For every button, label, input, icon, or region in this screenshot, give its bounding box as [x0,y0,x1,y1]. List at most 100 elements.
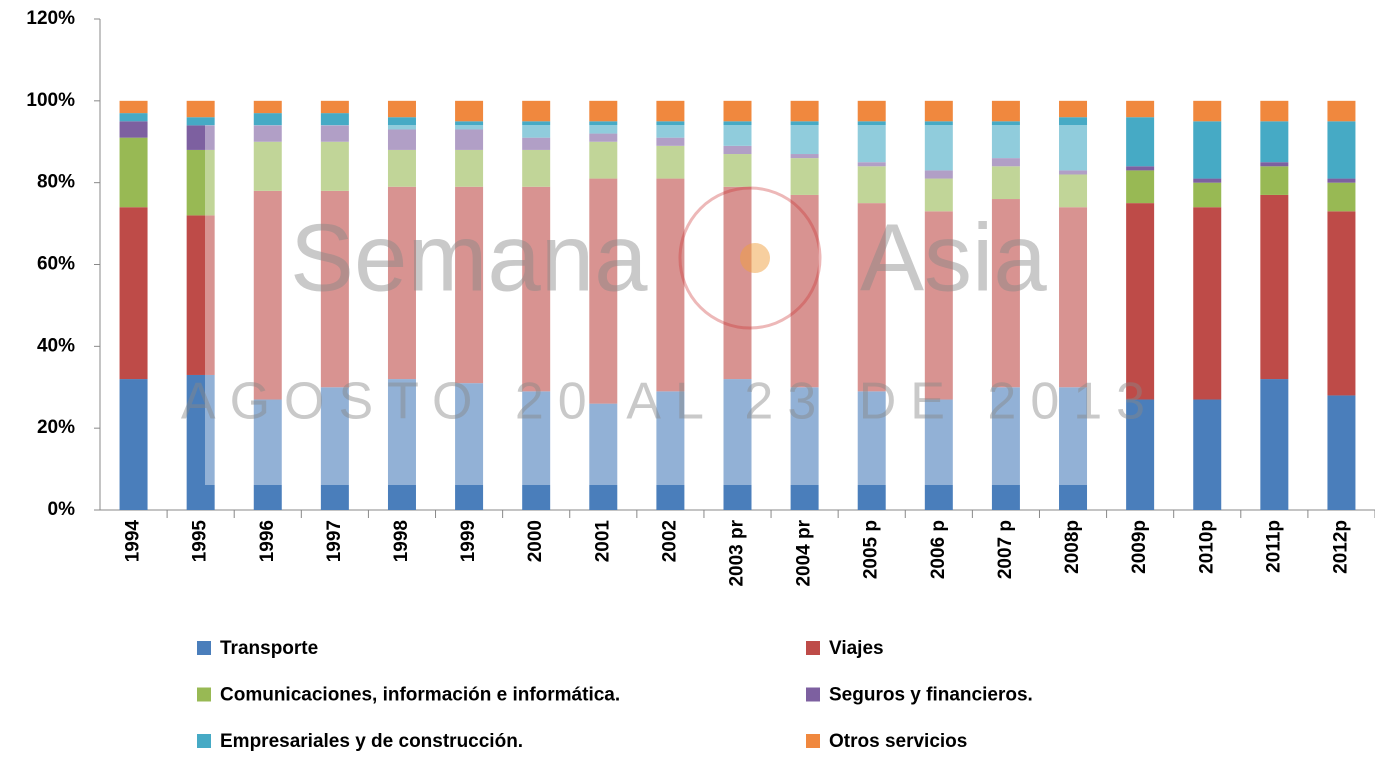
bar-segment [1193,182,1222,208]
legend-label: Viajes [829,638,884,659]
bar-segment [723,154,752,187]
bar-segment [186,374,215,510]
x-tick-label: 2011p [1263,520,1284,573]
watermark-logo [740,243,770,273]
y-tick-label: 120% [26,8,75,29]
bar-segment [857,166,886,204]
bar-segment [387,129,416,150]
x-tick-label: 1999 [458,520,479,562]
bar-segment [1059,174,1088,208]
bar-segment [790,194,819,388]
bar-segment [1193,121,1222,179]
legend-label: Otros servicios [829,731,967,752]
bar-segment [1059,117,1088,171]
bar-segment [320,141,349,191]
bar-segment [924,178,953,212]
x-tick-label: 2008p [1062,520,1083,574]
bar-segment [790,158,819,195]
bar-segment [991,166,1020,200]
x-tick-label: 2002 [659,520,680,562]
x-tick-label: 2001 [592,520,613,563]
bar-segment [455,100,484,122]
bar-segment [387,100,416,118]
bar-segment [253,141,282,191]
bar-segment [522,149,551,187]
bar-segment [387,117,416,130]
bar-segment [1126,166,1155,171]
x-tick-label: 2010p [1196,520,1217,574]
bar-segment [1327,395,1356,510]
bar-segment [589,133,618,142]
bar-segment [723,379,752,510]
bar-segment [924,170,953,179]
bar-segment [1193,100,1222,122]
x-tick-label: 1995 [190,520,211,563]
bar-segment [656,145,685,179]
legend-label: Empresariales y de construcción. [220,731,523,752]
bar-segment [320,100,349,114]
bar-segment [656,391,685,510]
bar-segment [790,100,819,122]
bar-segment [320,190,349,388]
legend-swatch [197,734,211,748]
bar-segment [1193,207,1222,400]
legend-label: Transporte [220,638,318,659]
x-tick-label: 2012p [1330,520,1351,574]
watermark-text: AGOSTO 20 AL 23 DE 2013 [181,373,1159,431]
bar-segment [1260,379,1289,510]
bar-segment [991,387,1020,510]
watermark-text: Asia [860,204,1047,311]
y-tick-label: 20% [37,417,75,438]
bar-segment [1260,100,1289,122]
legend-swatch [806,641,820,655]
bar-segment [857,100,886,122]
bar-segment [1126,100,1155,118]
bar-segment [857,203,886,392]
bar-segment [186,149,215,216]
bar-segment [857,121,886,163]
bar-segment [119,121,148,138]
y-tick-label: 60% [37,254,75,275]
bar-segment [455,383,484,510]
bar-segment [924,100,953,122]
bar-segment [186,125,215,150]
bar-segment [1327,100,1356,122]
bar-segment [119,379,148,510]
bar-segment [1327,211,1356,396]
bar-segment [723,100,752,122]
bar-segment [522,137,551,150]
bar-segment [119,207,148,380]
bar-segment [1126,203,1155,400]
bar-segment [253,100,282,114]
bar-segment [1193,399,1222,510]
bar-segment [1126,117,1155,167]
bar-segment [1260,162,1289,167]
bar-segment [320,387,349,510]
bar-segment [186,100,215,118]
bar-segment [455,129,484,150]
x-tick-label: 2005 p [861,520,882,579]
legend-swatch [197,641,211,655]
legend-swatch [197,687,211,702]
bar-segment [656,137,685,146]
y-tick-label: 0% [48,499,76,520]
bar-segment [790,121,819,155]
bar-segment [723,145,752,155]
bar-segment [589,121,618,134]
bar-segment [119,100,148,114]
bar-segment [387,186,416,380]
bar-segment [589,403,618,510]
watermark-logo [678,186,822,330]
bar-segment [924,121,953,171]
legend-swatch [806,687,820,702]
bar-segment [589,100,618,122]
bar-segment [924,211,953,400]
bar-segment [119,113,148,122]
bar-segment [991,199,1020,388]
legend-label: Seguros y financieros. [829,685,1033,706]
bar-segment [991,121,1020,159]
x-tick-label: 2007 p [995,520,1016,579]
bar-segment [119,137,148,208]
bar-segment [455,121,484,130]
y-tick-label: 40% [37,335,75,356]
